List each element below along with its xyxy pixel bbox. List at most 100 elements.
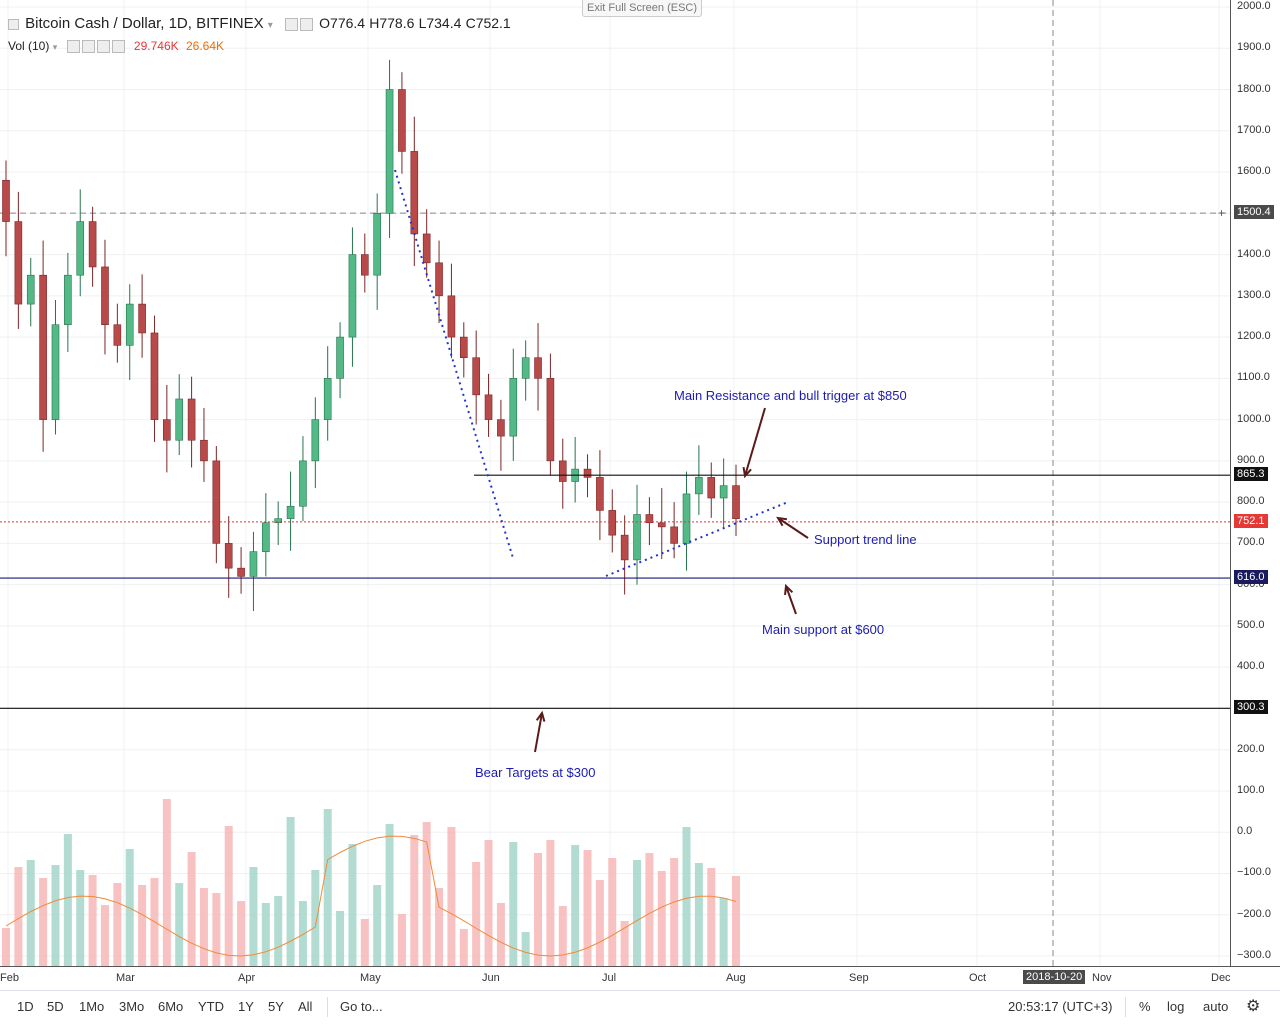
close-value: C752.1 <box>465 15 511 31</box>
price-tick-label: 2000.0 <box>1237 0 1271 12</box>
candle <box>76 189 85 297</box>
candle <box>670 502 678 559</box>
volume-bar <box>336 911 345 966</box>
candle <box>410 116 419 267</box>
annotation-resistance[interactable]: Main Resistance and bull trigger at $850 <box>674 388 907 403</box>
time-tick-label: Oct <box>969 972 987 984</box>
price-scale[interactable]: 2000.01900.01800.01700.01600.01500.01400… <box>1230 0 1280 966</box>
candle <box>311 397 320 489</box>
time-tick-label: May <box>360 972 381 984</box>
eye-icon[interactable] <box>66 40 80 54</box>
chart-area[interactable]: + <box>0 0 1230 966</box>
volume-bar <box>521 932 530 966</box>
volume-bar <box>348 844 357 966</box>
candle <box>237 547 245 594</box>
volume-bar <box>472 862 481 966</box>
time-tick-label: Feb <box>0 972 19 984</box>
timeframe-5y-button[interactable]: 5Y <box>268 999 284 1014</box>
symbol-legend: Bitcoin Cash / Dollar, 1D, BITFINEX ▾ O7… <box>8 15 511 32</box>
volume-bar <box>484 840 493 966</box>
price-tick-label: 1600.0 <box>1237 165 1271 178</box>
time-tick-label: Aug <box>726 972 746 984</box>
settings-icon[interactable] <box>299 17 313 31</box>
annotation-support[interactable]: Main support at $600 <box>762 622 885 637</box>
chart-canvas[interactable]: + <box>0 0 1230 966</box>
downtrend-line[interactable] <box>394 169 514 559</box>
volume-bar <box>100 905 109 966</box>
volume-bar <box>224 826 233 966</box>
volume-bar <box>26 860 35 966</box>
dropdown-icon[interactable]: ▾ <box>267 20 273 31</box>
candle <box>323 346 332 441</box>
timeframe-5d-button[interactable]: 5D <box>47 999 64 1014</box>
volume-bar <box>2 928 10 966</box>
auto-scale-button[interactable]: auto <box>1203 999 1229 1014</box>
candle <box>150 315 159 442</box>
log-scale-button[interactable]: log <box>1167 999 1185 1014</box>
percent-scale-button[interactable]: % <box>1139 999 1151 1014</box>
timeframe-6mo-button[interactable]: 6Mo <box>158 999 184 1014</box>
clock-timezone[interactable]: 20:53:17 (UTC+3) <box>1008 999 1113 1014</box>
volume-bar <box>558 906 567 966</box>
dropdown-icon[interactable]: ▾ <box>52 42 58 52</box>
timeframe-all-button[interactable]: All <box>298 999 313 1014</box>
volume-bar <box>583 850 592 966</box>
timeframe-1mo-button[interactable]: 1Mo <box>79 999 105 1014</box>
candle <box>163 384 171 473</box>
crosshair-plus-icon[interactable]: + <box>1218 206 1225 220</box>
trend-arrow[interactable] <box>776 516 809 539</box>
price-tick-label: 1400.0 <box>1237 247 1271 260</box>
candle <box>497 399 505 471</box>
time-tick-label: Mar <box>116 972 135 984</box>
timeframe-ytd-button[interactable]: YTD <box>198 999 224 1014</box>
timeframe-1y-button[interactable]: 1Y <box>238 999 254 1014</box>
close-icon[interactable] <box>111 40 125 54</box>
volume-bar <box>138 885 147 966</box>
volume-bar <box>732 876 740 966</box>
candle <box>645 497 654 546</box>
candle <box>633 484 641 585</box>
settings-icon[interactable] <box>81 40 95 54</box>
volume-bar <box>261 903 270 966</box>
gear-icon[interactable]: ⚙ <box>1246 998 1261 1015</box>
bear-arrow[interactable] <box>534 710 546 753</box>
resistance-arrow[interactable] <box>742 407 766 479</box>
volume-bar <box>397 914 406 966</box>
time-scale[interactable]: Feb Mar Apr May Jun Jul Aug Sep Oct Nov Dec 2018-10… <box>0 966 1280 990</box>
annotation-trend-line[interactable]: Support trend line <box>814 532 917 547</box>
candle <box>200 408 208 482</box>
goto-date-button[interactable]: Go to... <box>340 999 383 1014</box>
price-tick-label: 1200.0 <box>1237 330 1271 343</box>
volume-bar <box>496 903 505 966</box>
bear-price-label: 300.3 <box>1234 700 1268 715</box>
timeframe-3mo-button[interactable]: 3Mo <box>119 999 145 1014</box>
volume-bar <box>707 868 716 966</box>
crosshair-price-label: 1500.4 <box>1234 205 1274 220</box>
volume-bar <box>286 817 295 966</box>
volume-bar <box>509 842 518 966</box>
eye-icon[interactable] <box>284 17 298 31</box>
candle <box>299 436 307 522</box>
candle <box>249 531 258 612</box>
add-icon[interactable] <box>96 40 110 54</box>
candle <box>274 501 283 546</box>
volume-label[interactable]: Vol (10) <box>8 39 50 53</box>
volume-bar <box>459 929 468 966</box>
price-tick-label: 1800.0 <box>1237 82 1271 95</box>
timeframe-1d-button[interactable]: 1D <box>17 999 34 1014</box>
volume-ma-line <box>5 835 737 957</box>
volume-bar <box>51 865 60 966</box>
exit-fullscreen-button[interactable]: Exit Full Screen (ESC) <box>582 0 703 17</box>
support-arrow[interactable] <box>784 583 797 615</box>
volume-bar <box>657 871 666 966</box>
toolbar-divider <box>1125 997 1126 1017</box>
resistance-price-label: 865.3 <box>1234 467 1268 482</box>
annotation-bear[interactable]: Bear Targets at $300 <box>475 765 596 780</box>
price-tick-label: 1900.0 <box>1237 41 1271 54</box>
support-trend-line[interactable] <box>605 501 789 577</box>
collapse-icon[interactable] <box>8 18 19 30</box>
volume-bar <box>14 867 23 966</box>
volume-bar <box>620 921 629 966</box>
candle <box>51 299 60 435</box>
price-tick-label: 1300.0 <box>1237 288 1271 301</box>
